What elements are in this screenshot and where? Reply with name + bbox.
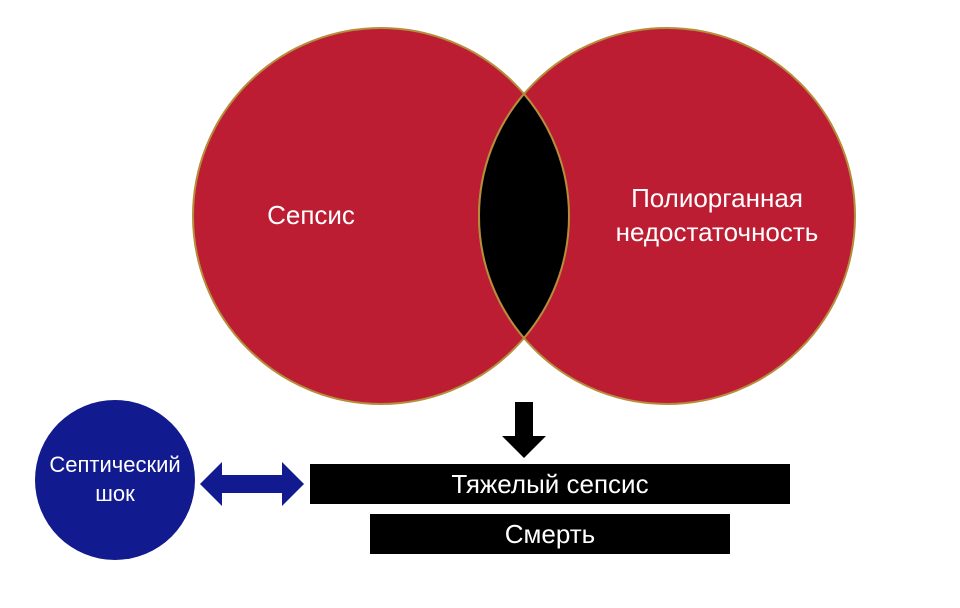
death-box: Смерть — [370, 514, 730, 554]
sepsis-label: Сепсис — [267, 199, 355, 233]
double-arrow — [200, 462, 304, 506]
death-label: Смерть — [505, 519, 595, 550]
severe-sepsis-box: Тяжелый сепсис — [310, 464, 790, 504]
septic-shock-label: Септический шок — [49, 451, 180, 508]
severe-sepsis-label: Тяжелый сепсис — [451, 469, 648, 500]
down-arrow — [502, 402, 546, 458]
multiorgan-label-wrap: Полиорганная недостаточность — [479, 28, 855, 404]
multiorgan-label: Полиорганная недостаточность — [616, 182, 819, 250]
septic-shock-circle: Септический шок — [35, 400, 195, 560]
